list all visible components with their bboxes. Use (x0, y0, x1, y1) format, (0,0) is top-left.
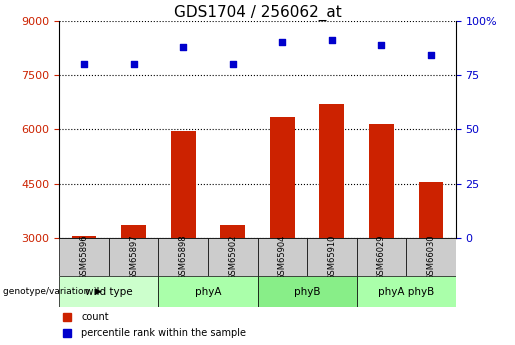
Bar (159, 276, 258, 307)
Bar (319, 104, 344, 238)
Bar (307, 238, 356, 276)
Bar (369, 124, 394, 238)
Text: wild type: wild type (85, 287, 132, 296)
Point (328, 38, 336, 43)
Text: percentile rank within the sample: percentile rank within the sample (81, 328, 246, 338)
Point (179, 44, 187, 50)
Text: count: count (81, 313, 109, 322)
Bar (72, 236, 96, 238)
Bar (59, 238, 109, 276)
Bar (419, 182, 443, 238)
Text: GSM66029: GSM66029 (377, 234, 386, 280)
Text: GSM66030: GSM66030 (426, 234, 436, 280)
Bar (109, 238, 159, 276)
Text: phyA phyB: phyA phyB (378, 287, 434, 296)
Bar (356, 276, 456, 307)
Bar (59, 276, 159, 307)
Text: GSM65896: GSM65896 (79, 234, 89, 280)
Text: GSM65897: GSM65897 (129, 234, 138, 280)
Point (129, 61, 138, 67)
Bar (258, 238, 307, 276)
Point (229, 61, 237, 67)
Text: GSM65898: GSM65898 (179, 234, 187, 280)
Text: GSM65902: GSM65902 (228, 234, 237, 280)
Text: GSM65904: GSM65904 (278, 234, 287, 280)
Point (427, 53, 435, 58)
Bar (208, 238, 258, 276)
Bar (258, 276, 356, 307)
Text: genotype/variation  ▶: genotype/variation ▶ (3, 287, 101, 296)
Bar (356, 238, 406, 276)
Bar (406, 238, 456, 276)
Bar (159, 238, 208, 276)
Bar (171, 131, 196, 238)
Bar (270, 117, 295, 238)
Bar (121, 225, 146, 238)
Text: GSM65910: GSM65910 (328, 234, 336, 280)
Point (278, 40, 286, 45)
Point (80, 61, 88, 67)
Text: phyA: phyA (195, 287, 221, 296)
Bar (220, 225, 245, 238)
Text: phyB: phyB (294, 287, 320, 296)
Title: GDS1704 / 256062_at: GDS1704 / 256062_at (174, 4, 341, 21)
Point (377, 42, 386, 47)
